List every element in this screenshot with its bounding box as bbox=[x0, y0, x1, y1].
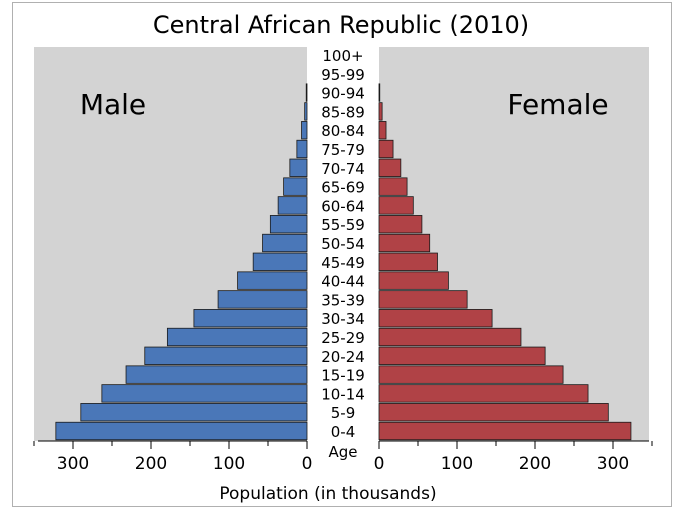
female-bar-25-29 bbox=[378, 327, 522, 347]
male-bar-5-9 bbox=[80, 403, 308, 422]
male-tick-label-100: 100 bbox=[213, 454, 245, 474]
female-bar-75-79 bbox=[378, 139, 394, 159]
age-label-20-24: 20-24 bbox=[321, 348, 365, 366]
male-label: Male bbox=[80, 88, 146, 121]
female-bar-80-84 bbox=[378, 121, 387, 140]
female-bar-35-39 bbox=[378, 290, 468, 309]
female-bar-70-74 bbox=[378, 158, 402, 177]
female-tick-label-300: 300 bbox=[597, 454, 629, 474]
male-bar-55-59 bbox=[269, 215, 308, 234]
age-label-85-89: 85-89 bbox=[321, 103, 365, 121]
age-axis-label: Age bbox=[328, 443, 357, 461]
male-bar-20-24 bbox=[144, 346, 308, 365]
male-tick-label-300: 300 bbox=[57, 454, 89, 474]
age-label-70-74: 70-74 bbox=[321, 160, 365, 178]
age-label-50-54: 50-54 bbox=[321, 235, 365, 253]
age-label-35-39: 35-39 bbox=[321, 291, 365, 309]
male-bar-65-69 bbox=[283, 177, 308, 196]
male-bar-25-29 bbox=[166, 327, 308, 347]
female-tick-label-100: 100 bbox=[441, 454, 473, 474]
female-bar-15-19 bbox=[378, 365, 564, 384]
male-bar-15-19 bbox=[125, 365, 308, 384]
male-bar-60-64 bbox=[277, 196, 308, 215]
female-bar-30-34 bbox=[378, 309, 493, 328]
age-label-90-94: 90-94 bbox=[321, 85, 365, 103]
male-bar-75-79 bbox=[296, 139, 308, 159]
age-label-15-19: 15-19 bbox=[321, 367, 365, 385]
age-label-95-99: 95-99 bbox=[321, 66, 365, 84]
female-bar-55-59 bbox=[378, 215, 423, 234]
male-bar-10-14 bbox=[101, 384, 308, 403]
female-bar-0-4 bbox=[378, 421, 632, 441]
chart-title: Central African Republic (2010) bbox=[153, 11, 529, 39]
female-tick-label-200: 200 bbox=[519, 454, 551, 474]
female-bar-45-49 bbox=[378, 252, 438, 271]
age-label-55-59: 55-59 bbox=[321, 216, 365, 234]
male-tick-label-200: 200 bbox=[135, 454, 167, 474]
age-label-100+: 100+ bbox=[322, 47, 363, 65]
male-bar-70-74 bbox=[289, 158, 308, 177]
female-bar-40-44 bbox=[378, 271, 449, 290]
female-bar-85-89 bbox=[378, 102, 383, 121]
male-bar-45-49 bbox=[252, 252, 308, 271]
age-label-65-69: 65-69 bbox=[321, 179, 365, 197]
age-label-25-29: 25-29 bbox=[321, 329, 365, 347]
male-bar-50-54 bbox=[262, 233, 308, 253]
female-bar-50-54 bbox=[378, 233, 431, 253]
female-label: Female bbox=[507, 88, 608, 121]
age-label-0-4: 0-4 bbox=[331, 423, 356, 441]
female-bar-10-14 bbox=[378, 384, 589, 403]
male-bar-35-39 bbox=[217, 290, 308, 309]
x-axis-label: Population (in thousands) bbox=[219, 484, 436, 504]
age-label-5-9: 5-9 bbox=[331, 404, 356, 422]
age-label-10-14: 10-14 bbox=[321, 385, 365, 403]
male-bar-80-84 bbox=[301, 121, 308, 140]
female-bar-20-24 bbox=[378, 346, 546, 365]
male-bar-0-4 bbox=[55, 421, 308, 441]
male-bar-90-94 bbox=[305, 83, 308, 102]
female-bar-90-94 bbox=[378, 83, 381, 102]
female-tick-label-0: 0 bbox=[374, 454, 385, 474]
male-bar-30-34 bbox=[193, 309, 308, 328]
age-label-45-49: 45-49 bbox=[321, 254, 365, 272]
male-bar-85-89 bbox=[304, 102, 308, 121]
age-label-30-34: 30-34 bbox=[321, 310, 365, 328]
female-bar-5-9 bbox=[378, 403, 609, 422]
age-label-40-44: 40-44 bbox=[321, 273, 365, 291]
male-bar-40-44 bbox=[237, 271, 308, 290]
age-label-80-84: 80-84 bbox=[321, 122, 365, 140]
age-label-75-79: 75-79 bbox=[321, 141, 365, 159]
age-label-60-64: 60-64 bbox=[321, 197, 365, 215]
male-tick-label-0: 0 bbox=[302, 454, 313, 474]
female-bar-60-64 bbox=[378, 196, 414, 215]
female-bar-65-69 bbox=[378, 177, 408, 196]
